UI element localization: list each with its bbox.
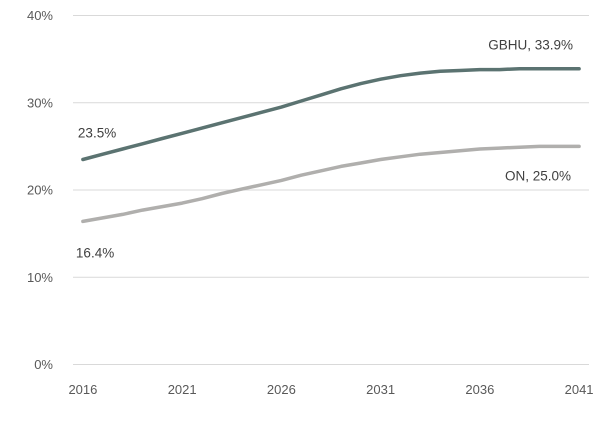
x-axis-tick-label: 2016 [68, 382, 97, 397]
x-axis-tick-label: 2041 [565, 382, 594, 397]
annotation-on-end: ON, 25.0% [505, 168, 571, 183]
x-axis-tick-label: 2031 [366, 382, 395, 397]
y-axis-tick-label: 20% [27, 183, 53, 198]
annotation-on-start: 16.4% [76, 245, 114, 260]
annotation-gbhu-end: GBHU, 33.9% [488, 38, 573, 53]
y-axis-tick-label: 10% [27, 270, 53, 285]
y-axis-tick-label: 0% [34, 357, 53, 372]
annotation-gbhu-start: 23.5% [78, 125, 116, 140]
x-axis-tick-label: 2021 [168, 382, 197, 397]
series-line-on [81, 144, 581, 224]
series-line-gbhu [81, 66, 581, 162]
x-axis-tick-label: 2036 [465, 382, 494, 397]
x-axis-tick-label: 2026 [267, 382, 296, 397]
y-axis-tick-label: 40% [27, 8, 53, 23]
y-axis-tick-label: 30% [27, 95, 53, 110]
